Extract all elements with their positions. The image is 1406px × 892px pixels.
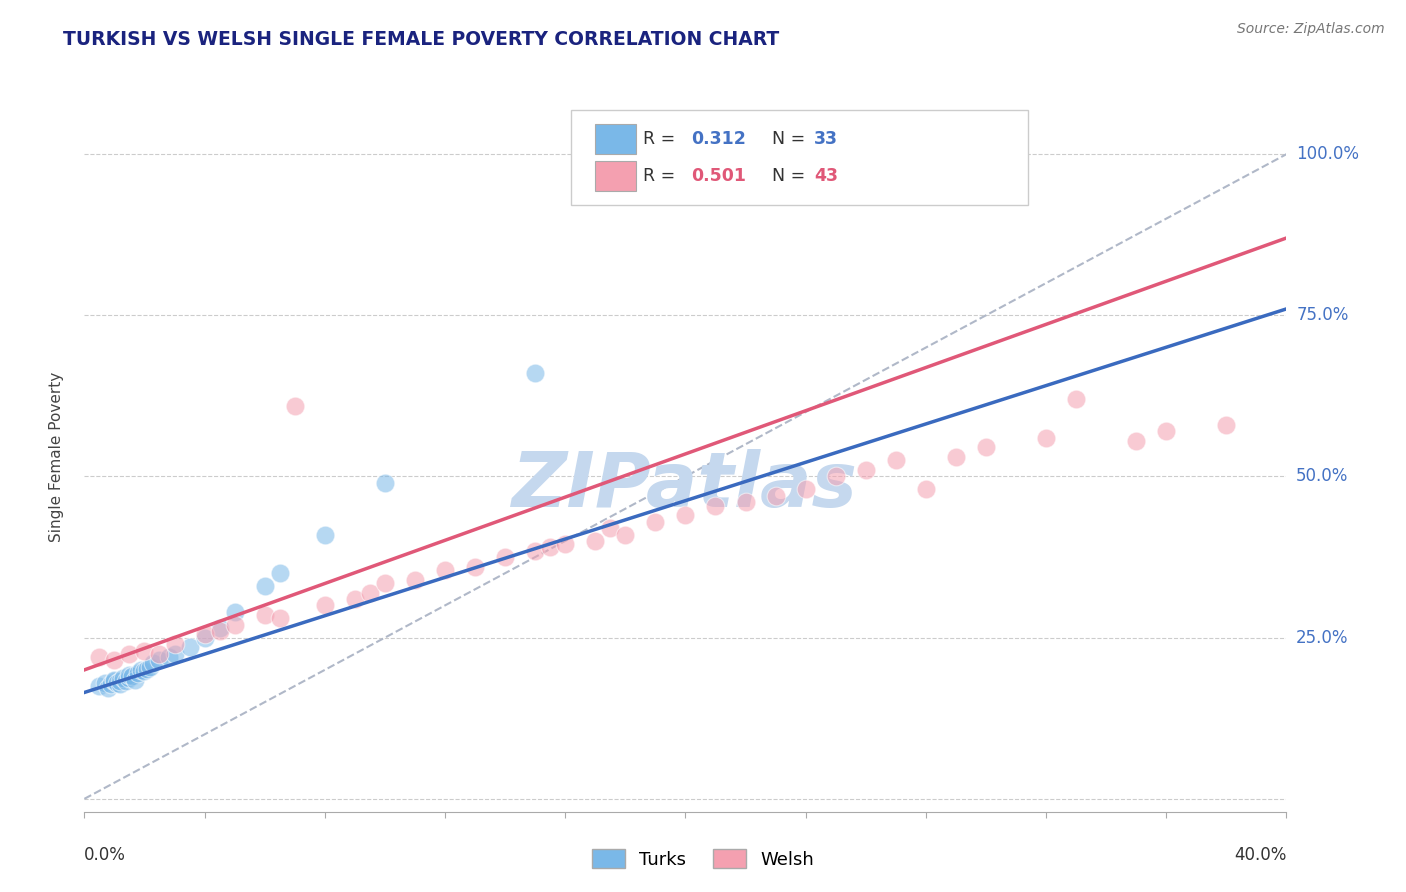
Point: [103, 673, 125, 687]
Y-axis label: Single Female Poverty: Single Female Poverty: [49, 372, 63, 542]
Text: 40.0%: 40.0%: [1234, 847, 1286, 864]
Text: R =: R =: [644, 129, 681, 148]
Point: [89, 679, 111, 693]
Text: Source: ZipAtlas.com: Source: ZipAtlas.com: [1237, 22, 1385, 37]
Point: [704, 499, 727, 513]
Point: [314, 599, 336, 613]
Point: [107, 675, 129, 690]
Point: [583, 533, 606, 548]
Point: [134, 643, 156, 657]
Point: [1064, 392, 1087, 406]
Point: [434, 563, 457, 577]
Text: ZIPatlas: ZIPatlas: [512, 449, 859, 523]
Point: [1125, 434, 1147, 448]
Point: [194, 631, 217, 645]
Point: [915, 483, 938, 497]
Text: TURKISH VS WELSH SINGLE FEMALE POVERTY CORRELATION CHART: TURKISH VS WELSH SINGLE FEMALE POVERTY C…: [63, 30, 779, 49]
Point: [121, 669, 143, 683]
Point: [675, 508, 697, 523]
Point: [208, 621, 231, 635]
Point: [110, 677, 132, 691]
Text: N =: N =: [772, 129, 811, 148]
Point: [269, 611, 291, 625]
Text: 25.0%: 25.0%: [1296, 629, 1348, 647]
Point: [118, 668, 141, 682]
Point: [494, 550, 516, 565]
Text: 43: 43: [814, 168, 838, 186]
Point: [734, 495, 756, 509]
Point: [464, 559, 486, 574]
Point: [97, 681, 120, 695]
Point: [142, 657, 165, 671]
Point: [284, 399, 307, 413]
Point: [110, 673, 132, 688]
Point: [855, 463, 877, 477]
Point: [359, 585, 381, 599]
Point: [157, 650, 180, 665]
Text: 0.0%: 0.0%: [84, 847, 127, 864]
Point: [794, 483, 817, 497]
Text: R =: R =: [644, 168, 681, 186]
FancyBboxPatch shape: [595, 124, 636, 153]
Point: [599, 521, 621, 535]
Point: [374, 575, 396, 590]
Point: [1035, 431, 1057, 445]
Point: [314, 527, 336, 541]
Legend: Turks, Welsh: Turks, Welsh: [585, 842, 821, 876]
Text: 0.501: 0.501: [692, 168, 747, 186]
Point: [614, 527, 637, 541]
Point: [404, 573, 426, 587]
Point: [115, 674, 138, 689]
Point: [124, 673, 146, 687]
Point: [112, 671, 135, 685]
Point: [538, 541, 561, 555]
FancyBboxPatch shape: [595, 161, 636, 191]
Point: [974, 441, 997, 455]
Point: [884, 453, 907, 467]
Point: [118, 671, 141, 685]
Point: [136, 662, 159, 676]
Point: [127, 666, 149, 681]
Point: [1215, 417, 1237, 432]
Point: [94, 675, 117, 690]
Point: [194, 627, 217, 641]
Point: [118, 647, 141, 661]
Text: 0.312: 0.312: [692, 129, 747, 148]
Point: [100, 677, 122, 691]
Point: [253, 608, 276, 623]
Point: [148, 653, 170, 667]
Point: [1156, 425, 1178, 439]
Text: 100.0%: 100.0%: [1296, 145, 1360, 163]
Point: [253, 579, 276, 593]
Point: [765, 489, 787, 503]
Point: [824, 469, 846, 483]
Point: [524, 543, 547, 558]
Point: [554, 537, 576, 551]
Point: [134, 664, 156, 678]
Point: [374, 475, 396, 490]
Point: [89, 650, 111, 665]
Point: [103, 674, 125, 689]
Point: [163, 647, 186, 661]
Point: [644, 515, 666, 529]
Text: N =: N =: [772, 168, 811, 186]
Point: [148, 647, 170, 661]
Point: [524, 367, 547, 381]
Point: [269, 566, 291, 581]
Point: [343, 592, 366, 607]
Text: 75.0%: 75.0%: [1296, 306, 1348, 325]
FancyBboxPatch shape: [571, 110, 1028, 205]
Text: 50.0%: 50.0%: [1296, 467, 1348, 485]
Point: [131, 663, 153, 677]
Point: [224, 617, 246, 632]
Text: 33: 33: [814, 129, 838, 148]
Point: [224, 605, 246, 619]
Point: [139, 659, 162, 673]
Point: [103, 653, 125, 667]
Point: [179, 640, 201, 655]
Point: [208, 624, 231, 639]
Point: [163, 637, 186, 651]
Point: [945, 450, 967, 464]
